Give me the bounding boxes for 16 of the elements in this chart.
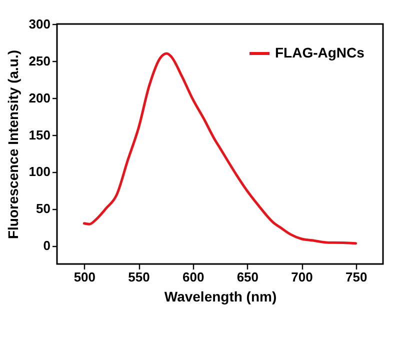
x-tick-label: 600 bbox=[182, 270, 204, 284]
legend-label: FLAG-AgNCs bbox=[275, 44, 365, 60]
x-tick-label: 750 bbox=[345, 270, 368, 284]
y-tick-label: 0 bbox=[43, 238, 50, 254]
y-axis-title: Fluorescence Intensity (a.u.) bbox=[4, 50, 21, 240]
y-tick-label: 150 bbox=[28, 127, 50, 142]
y-tick-label: 100 bbox=[28, 164, 50, 180]
x-tick-label: 700 bbox=[291, 270, 313, 284]
x-tick-label: 650 bbox=[236, 270, 259, 284]
x-axis-title: Wavelength (nm) bbox=[164, 288, 277, 304]
x-tick-label: 500 bbox=[74, 270, 96, 284]
x-tick-label: 550 bbox=[128, 270, 150, 284]
y-tick-label: 200 bbox=[28, 90, 50, 106]
y-tick-label: 50 bbox=[36, 201, 50, 216]
y-tick-label: 300 bbox=[28, 16, 50, 32]
y-tick-label: 250 bbox=[28, 53, 50, 68]
